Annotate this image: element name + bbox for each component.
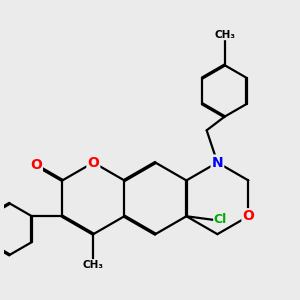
Text: O: O <box>242 209 254 223</box>
Text: CH₃: CH₃ <box>83 260 104 270</box>
Text: O: O <box>87 155 99 170</box>
Text: Cl: Cl <box>214 213 227 226</box>
Text: N: N <box>212 155 223 170</box>
Text: O: O <box>30 158 42 172</box>
Text: CH₃: CH₃ <box>214 30 235 40</box>
